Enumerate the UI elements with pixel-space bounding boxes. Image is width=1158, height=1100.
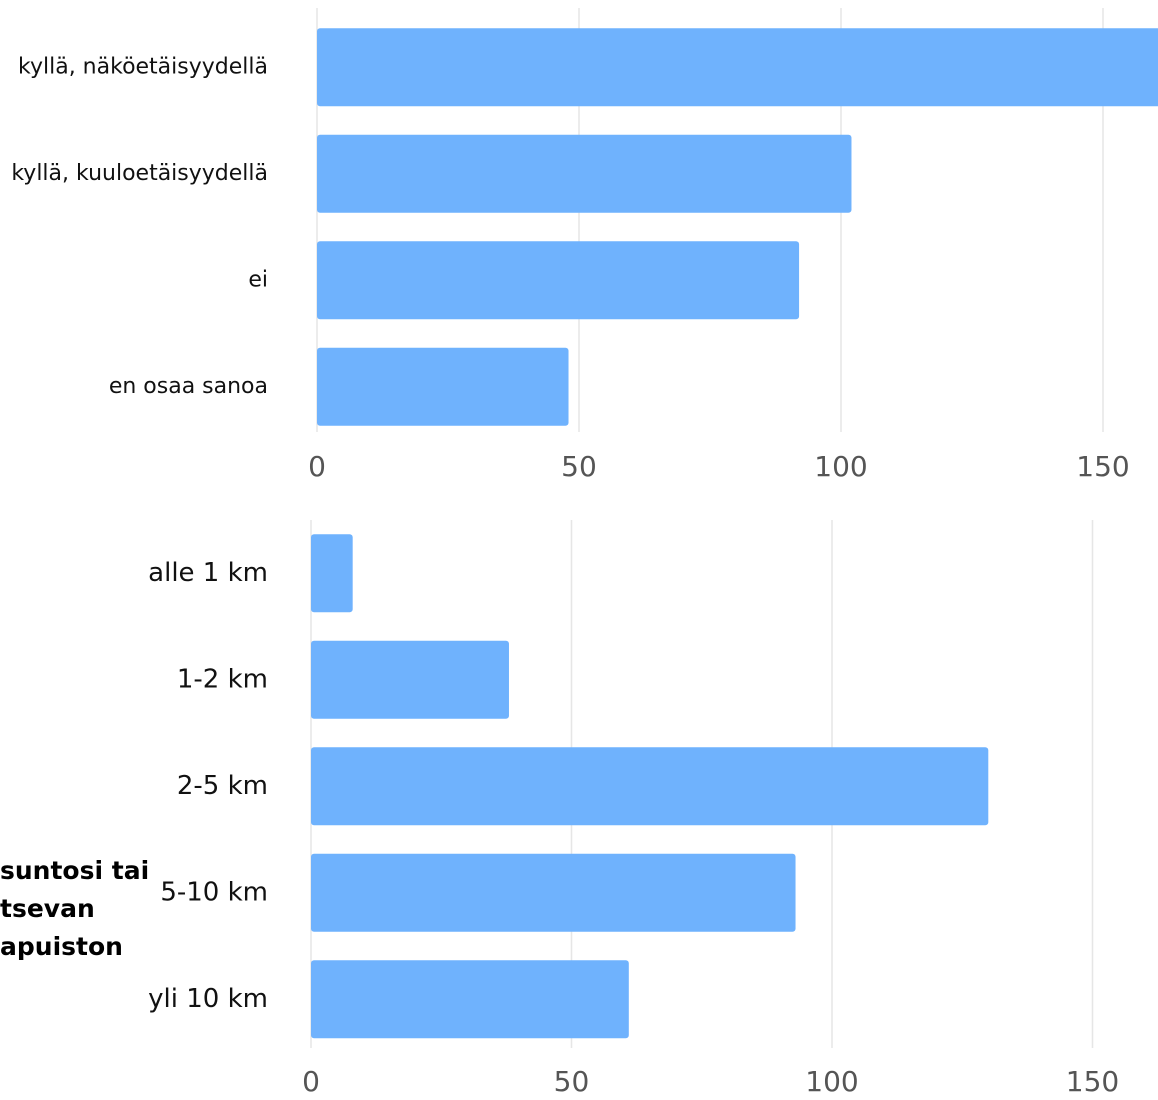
bar[interactable] (311, 747, 989, 826)
category-label: kyllä, näköetäisyydellä (18, 54, 268, 79)
bar[interactable] (317, 28, 1158, 107)
tick-label: 150 (1066, 1065, 1119, 1098)
bar[interactable] (317, 134, 852, 213)
bar[interactable] (311, 853, 796, 932)
category-label: 5-10 km (160, 877, 268, 907)
side-text-line-3: apuiston (0, 932, 123, 961)
tick-label: 50 (561, 450, 597, 483)
bar[interactable] (311, 534, 353, 613)
side-text-line-2: tsevan (0, 894, 95, 923)
bar[interactable] (317, 241, 800, 320)
tick-label: 150 (1076, 450, 1129, 483)
tick-label: 100 (814, 450, 867, 483)
tick-label: 0 (308, 450, 326, 483)
tick-label: 50 (554, 1065, 590, 1098)
category-label: yli 10 km (148, 984, 268, 1014)
tick-label: 0 (302, 1065, 320, 1098)
category-label: ei (248, 267, 268, 292)
chart-2: alle 1 km 1-2 km 2-5 km 5-10 km yli 10 km 0 50… (148, 520, 1119, 1098)
chart-1: kyllä, näköetäisyydellä kyllä, kuuloetäis… (11, 8, 1158, 483)
category-label: kyllä, kuuloetäisyydellä (11, 161, 268, 186)
category-label: en osaa sanoa (109, 374, 268, 399)
category-label: alle 1 km (148, 558, 268, 588)
side-text-line-1: suntosi tai (0, 856, 150, 885)
category-label: 1-2 km (177, 664, 268, 694)
bar[interactable] (311, 960, 629, 1039)
bar[interactable] (311, 640, 509, 719)
bar[interactable] (317, 347, 569, 426)
category-label: 2-5 km (177, 771, 268, 801)
tick-label: 100 (805, 1065, 858, 1098)
